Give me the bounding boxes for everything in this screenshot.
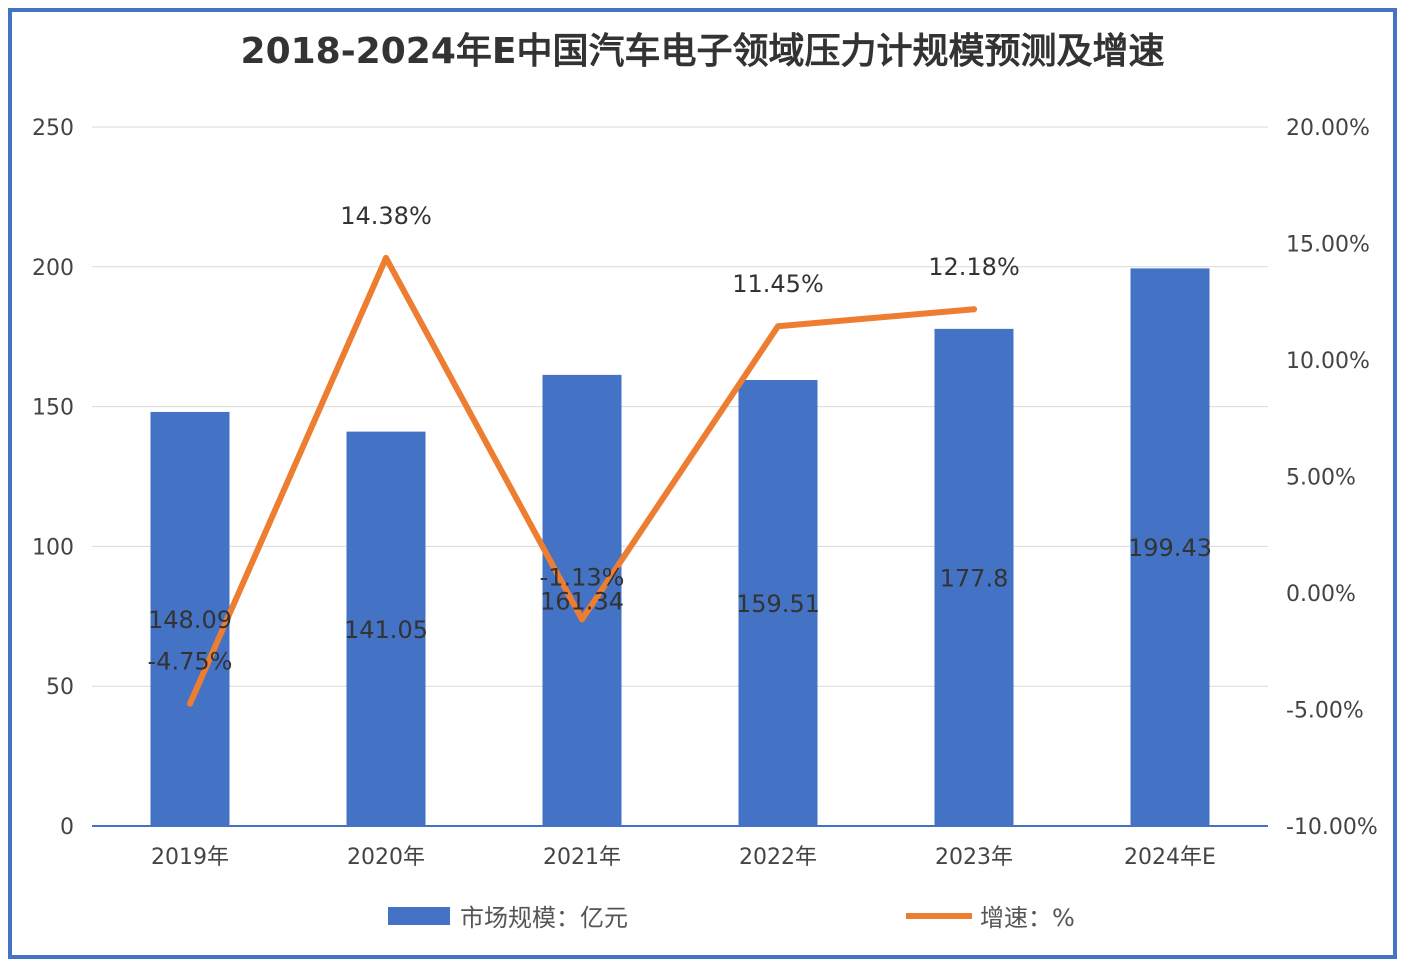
bar-data-label: 159.51 xyxy=(736,590,820,618)
legend-item-line: 增速：% xyxy=(906,898,1075,933)
right-tick-label: -10.00% xyxy=(1286,815,1378,840)
bar-data-label: 199.43 xyxy=(1128,534,1212,562)
right-tick-label: 20.00% xyxy=(1286,116,1370,141)
x-tick-label: 2022年 xyxy=(739,845,817,870)
chart-frame xyxy=(8,8,1397,959)
bar xyxy=(934,328,1014,826)
right-tick-label: 5.00% xyxy=(1286,466,1356,491)
bar xyxy=(738,380,818,826)
legend-swatch-line xyxy=(906,912,972,919)
left-tick-label: 100 xyxy=(32,535,74,560)
legend-swatch-bar xyxy=(388,906,450,925)
left-tick-label: 50 xyxy=(46,675,74,700)
bar-data-label: 177.8 xyxy=(940,564,1009,592)
bar-data-label: 141.05 xyxy=(344,616,428,644)
chart-title: 2018-2024年E中国汽车电子领域压力计规模预测及增速 xyxy=(240,31,1165,72)
left-tick-label: 200 xyxy=(32,256,74,281)
bar xyxy=(542,374,622,826)
x-tick-label: 2021年 xyxy=(543,845,621,870)
x-tick-label: 2023年 xyxy=(935,845,1013,870)
growth-point xyxy=(971,306,977,313)
left-tick-label: 0 xyxy=(60,815,74,840)
right-tick-label: -5.00% xyxy=(1286,699,1364,724)
right-tick-label: 10.00% xyxy=(1286,349,1370,374)
bar xyxy=(1130,268,1210,827)
x-tick-label: 2020年 xyxy=(347,845,425,870)
growth-point xyxy=(775,323,781,330)
growth-point xyxy=(187,700,193,707)
bar-data-label: 148.09 xyxy=(148,606,232,634)
growth-point xyxy=(579,616,585,623)
bar xyxy=(346,431,426,826)
line-data-label: -1.13% xyxy=(540,563,625,591)
bar xyxy=(150,411,230,826)
right-tick-label: 0.00% xyxy=(1286,582,1356,607)
legend-item-bar: 市场规模：亿元 xyxy=(388,898,628,933)
left-tick-label: 150 xyxy=(32,396,74,421)
x-tick-label: 2024年E xyxy=(1124,845,1216,870)
x-tick-label: 2019年 xyxy=(151,845,229,870)
left-tick-label: 250 xyxy=(32,116,74,141)
line-data-label: 12.18% xyxy=(928,253,1020,281)
line-data-label: -4.75% xyxy=(148,648,233,676)
legend-label: 增速：% xyxy=(980,904,1075,932)
legend-label: 市场规模：亿元 xyxy=(460,904,628,932)
growth-point xyxy=(383,254,389,261)
line-data-label: 11.45% xyxy=(732,270,824,298)
right-tick-label: 15.00% xyxy=(1286,233,1370,258)
line-data-label: 14.38% xyxy=(340,202,432,230)
bar-data-label: 161.34 xyxy=(540,587,624,615)
